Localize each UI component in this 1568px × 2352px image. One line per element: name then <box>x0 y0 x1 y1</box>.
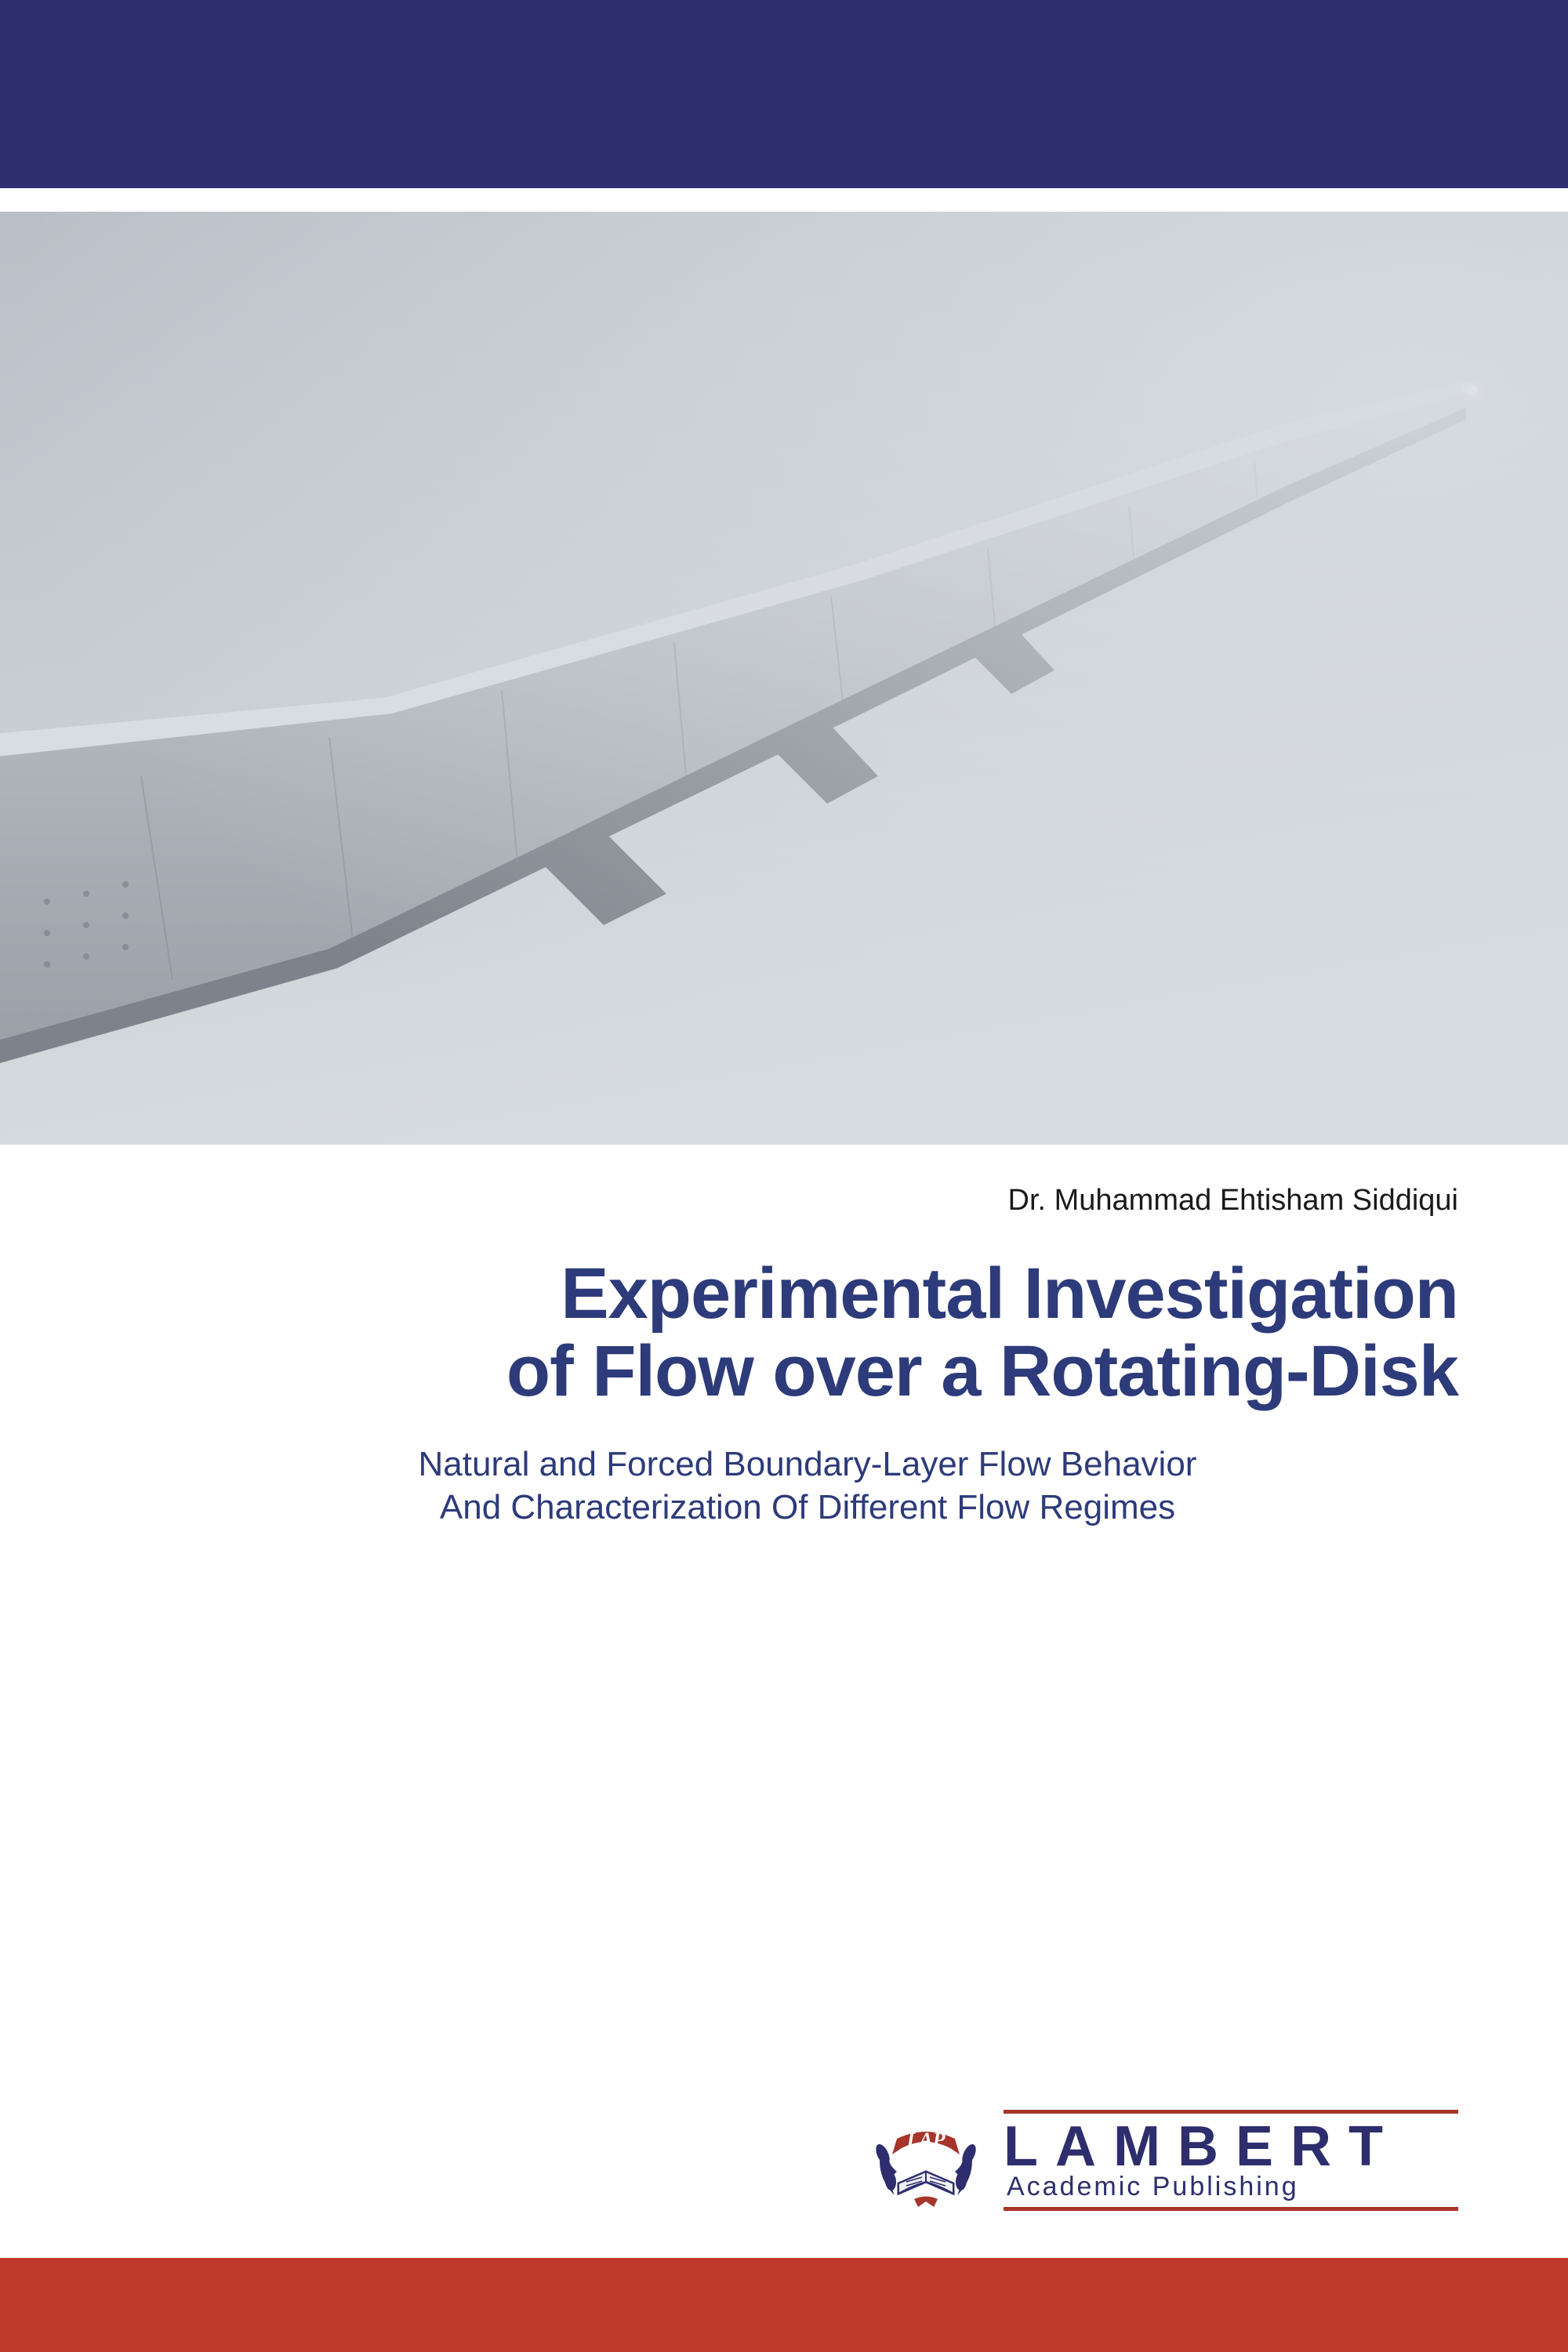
book-subtitle: Natural and Forced Boundary-Layer Flow B… <box>94 1443 1474 1529</box>
publisher-emblem-icon: LAP <box>867 2109 985 2211</box>
top-navy-bar <box>0 0 1568 188</box>
publisher-name: LAMBERT <box>1004 2114 1458 2175</box>
subtitle-line-2: And Characterization Of Different Flow R… <box>440 1488 1175 1526</box>
svg-text:LAP: LAP <box>906 2129 946 2151</box>
publisher-logo: LAP LAMBERT Academic Publishing <box>867 2109 1458 2211</box>
white-gap <box>0 188 1568 212</box>
title-line-2: of Flow over a Rotating-Disk <box>506 1331 1458 1411</box>
book-title: Experimental Investigation of Flow over … <box>94 1255 1474 1411</box>
subtitle-line-1: Natural and Forced Boundary-Layer Flow B… <box>419 1445 1197 1483</box>
author-name: Dr. Muhammad Ehtisham Siddiqui <box>94 1184 1474 1218</box>
content-area: Dr. Muhammad Ehtisham Siddiqui Experimen… <box>0 1145 1568 1529</box>
title-line-1: Experimental Investigation <box>561 1254 1458 1334</box>
publisher-subline: Academic Publishing <box>1004 2172 1458 2202</box>
publisher-text: LAMBERT Academic Publishing <box>1004 2110 1458 2211</box>
hero-image-airplane-wing <box>0 212 1568 1145</box>
logo-bottom-line <box>1004 2207 1458 2211</box>
bottom-red-bar <box>0 2258 1568 2352</box>
